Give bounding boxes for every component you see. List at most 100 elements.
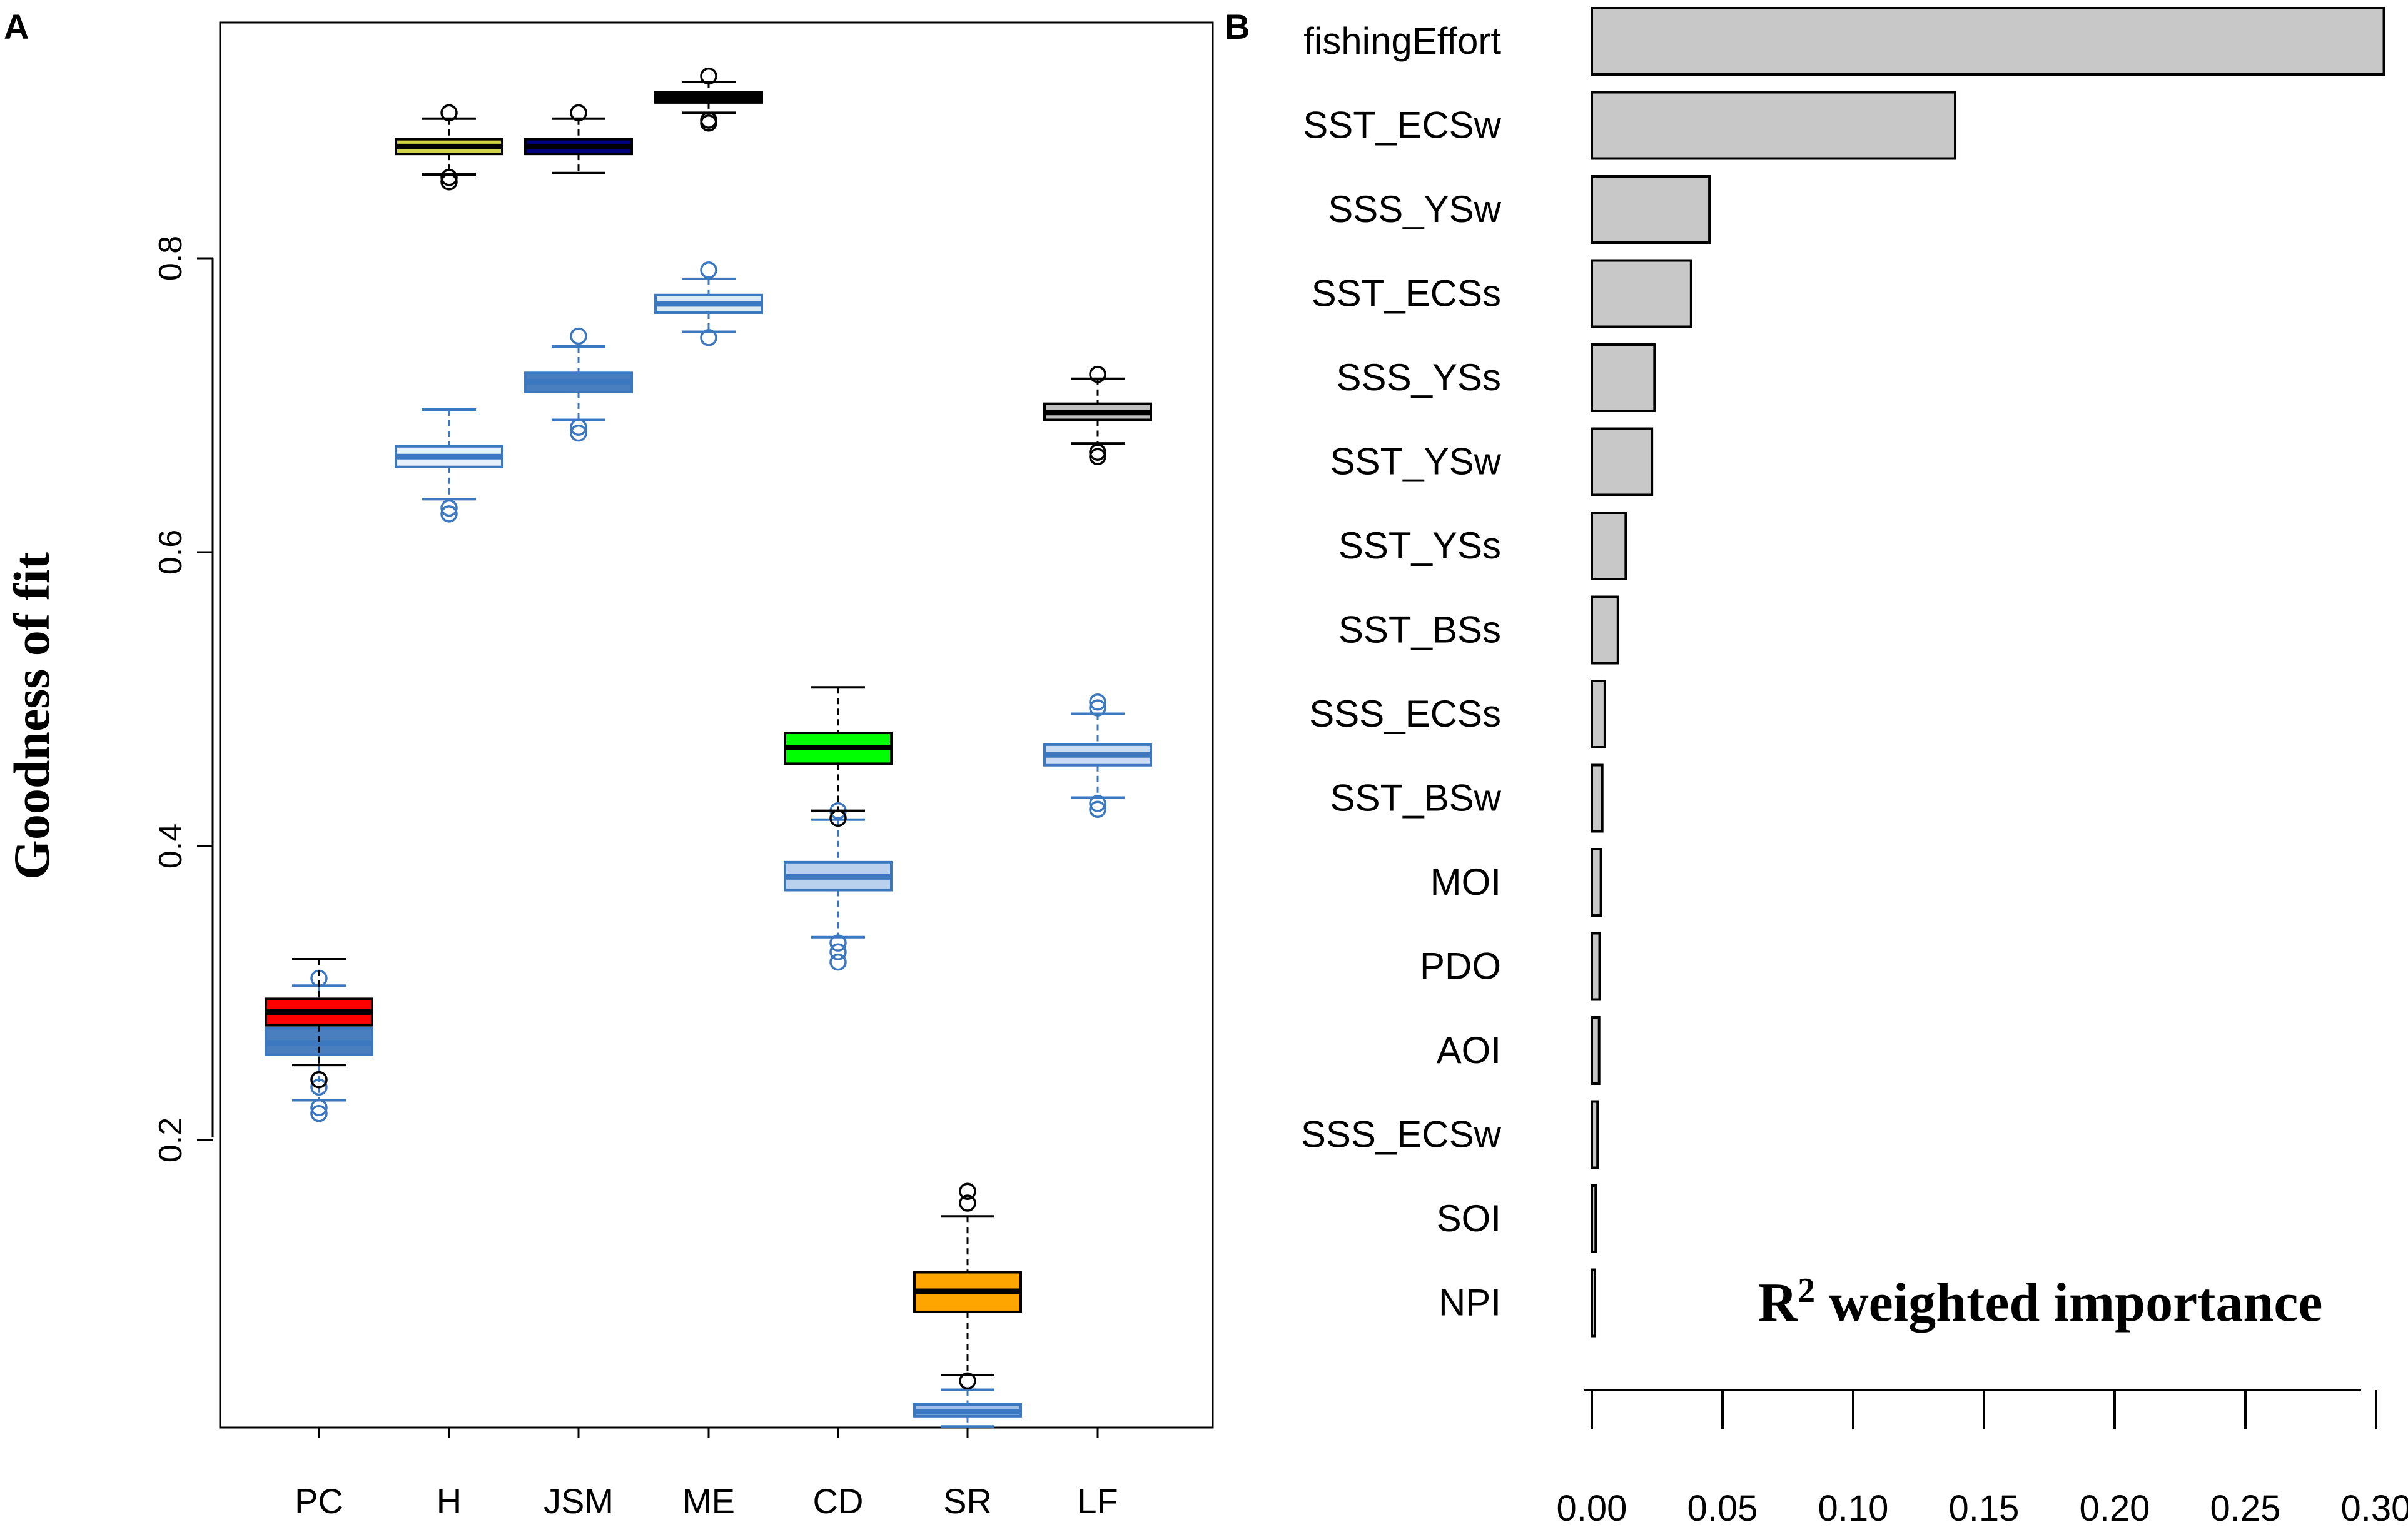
fit-box-sr [913,1182,1022,1390]
label-sss-yss: SSS_YSs [1337,356,1501,398]
label-sss-ecsw: SSS_ECSw [1301,1114,1502,1156]
label-sst-bsw: SST_BSw [1330,777,1502,819]
outlier-point [1089,795,1106,812]
x-label-cd: CD [813,1481,864,1521]
outlier-point [570,418,587,436]
x-axis-ticks: 0.00 0.05 0.10 0.15 0.20 0.25 0.30 [1557,1390,2408,1529]
fit-box-lf [1043,365,1152,465]
boxplot-series [265,67,1152,1428]
outlier-point [440,169,458,186]
y-tick-label-2: 0.6 [153,530,189,575]
outlier-point [829,953,847,971]
x-tick-label-b-3: 0.15 [1949,1488,2020,1529]
outlier-point [570,104,587,122]
label-npi: NPI [1439,1282,1501,1324]
outlier-point [959,1194,976,1212]
outlier-point [829,809,847,827]
pred-box-sr [913,1388,1022,1428]
panel-b-label: B [1225,7,1250,46]
bar-moi [1591,848,1602,917]
bar-sst-bsw [1591,763,1604,833]
fit-box-cd [784,686,893,827]
importance-bars [1591,7,2385,1338]
outlier-point [1089,699,1106,717]
pred-box-jsm [524,327,633,442]
outlier-point [1089,448,1106,465]
label-sst-ecsw: SST_ECSw [1303,104,1501,146]
fit-box-jsm [524,104,633,174]
bar-sst-bss [1591,595,1619,665]
outlier-point [959,1372,976,1390]
outlier-point [829,934,847,952]
x-label-h: H [437,1481,462,1521]
outlier-point [700,114,717,132]
outlier-point [310,1104,328,1122]
fit-box-h [395,104,503,191]
plot-a-frame [219,21,1214,1429]
bar-sss-yss [1591,343,1656,412]
label-sst-yss: SST_YSs [1338,525,1501,567]
x-label-sr: SR [943,1481,992,1521]
bar-sss-ecsw [1591,1100,1599,1169]
bar-aoi [1591,1016,1601,1085]
x-axis-title: R2 weighted importance [1758,1271,2323,1333]
x-label-me: ME [682,1481,735,1521]
label-sss-ecss: SSS_ECSs [1309,693,1501,735]
bar-sst-ecsw [1591,91,1957,160]
pred-box-h [395,408,503,523]
outlier-point [700,329,717,346]
x-tick-label-b-5: 0.25 [2210,1488,2281,1529]
fit-box-me [654,67,763,132]
bar-sst-ecss [1591,259,1692,328]
outlier-point [570,424,587,442]
x-label-pc: PC [295,1481,343,1521]
x-axis-labels: PC H JSM ME CD SR LF [295,1428,1118,1521]
bar-fishingeffort [1591,7,2385,76]
x-tick-label-b-1: 0.05 [1687,1488,1758,1529]
outlier-point [1089,365,1106,383]
outlier-point [700,67,717,85]
outlier-point [440,173,458,191]
bar-sst-ysw [1591,427,1654,496]
bar-sss-ysw [1591,175,1711,244]
x-tick-label-b-4: 0.20 [2080,1488,2150,1529]
outlier-point [829,943,847,960]
outlier-point [440,104,458,122]
panel-a: A 0.2 0.4 0.6 0.8 PC H JSM ME CD SR LF Goodness o… [3,7,1214,1521]
y-tick-label-1: 0.4 [153,824,189,869]
y-tick-label-3: 0.8 [153,236,189,281]
label-moi: MOI [1430,861,1501,903]
bar-soi [1591,1184,1597,1253]
label-soi: SOI [1437,1197,1501,1239]
pred-box-me [654,261,763,346]
label-aoi: AOI [1437,1029,1501,1071]
panel-a-label: A [4,7,29,46]
bar-pdo [1591,932,1601,1001]
x-tick-label-b-0: 0.00 [1557,1488,1627,1529]
label-sst-ecss: SST_ECSs [1312,273,1501,315]
bar-sss-ecss [1591,680,1606,748]
outlier-point [1089,693,1106,711]
x-tick-label-b-6: 0.30 [2341,1488,2408,1529]
outlier-point [310,1099,328,1117]
x-tick-label-b-2: 0.10 [1818,1488,1889,1529]
bar-npi [1591,1268,1597,1338]
pred-box-cd [784,802,893,971]
x-label-lf: LF [1077,1481,1118,1521]
y-axis-ticks: 0.2 0.4 0.6 0.8 [153,236,213,1162]
x-label-jsm: JSM [544,1481,614,1521]
label-sst-ysw: SST_YSw [1330,441,1502,483]
panel-b: B fishingEffort SST_ECSw SSS_YSw SST_ECSs SS… [1225,7,2408,1529]
outlier-point [310,1071,328,1089]
y-axis-title: Goodness of fit [3,552,60,880]
y-tick-label-0: 0.2 [153,1117,189,1162]
label-sst-bss: SST_BSs [1338,609,1501,651]
outlier-point [440,499,458,517]
variable-labels: fishingEffort SST_ECSw SSS_YSw SST_ECSs SSS_… [1301,20,1502,1324]
outlier-point [1089,443,1106,461]
outlier-point [959,1182,976,1200]
outlier-point [310,1078,328,1096]
bar-sst-yss [1591,512,1627,580]
pred-box-lf [1043,693,1152,818]
